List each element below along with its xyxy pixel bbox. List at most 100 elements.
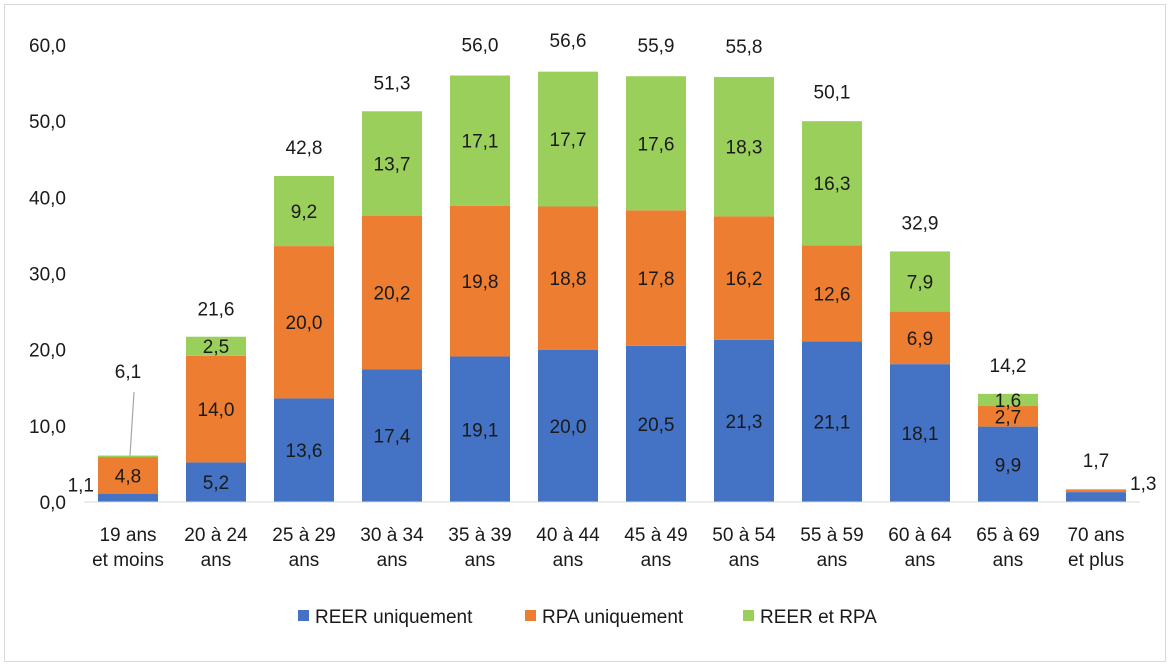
bar-segment xyxy=(978,393,1038,407)
bar-segment xyxy=(626,345,686,502)
x-tick-label: 65 à 69 ans xyxy=(976,525,1039,571)
total-label: 55,9 xyxy=(638,36,675,57)
x-tick-label-line: 19 ans xyxy=(99,525,156,546)
bar-segment xyxy=(274,398,334,502)
bar-segment xyxy=(978,426,1038,502)
data-label: 17,1 xyxy=(462,132,499,153)
bar-segment xyxy=(362,369,422,502)
legend-swatch xyxy=(298,610,309,621)
x-tick-label-line: 70 ans xyxy=(1067,525,1124,546)
x-tick-label-line: ans xyxy=(377,550,408,571)
x-tick-label-line: ans xyxy=(729,550,760,571)
x-tick-label: 35 à 39 ans xyxy=(448,525,511,571)
data-label: 20,0 xyxy=(286,313,323,334)
x-tick-label: 20 à 24 ans xyxy=(184,525,248,571)
bar-segment xyxy=(714,76,774,217)
x-tick-label-line: 25 à 29 xyxy=(272,525,335,546)
x-tick-label: 70 ans et plus xyxy=(1067,525,1124,571)
legend: REER uniquement RPA uniquement REER et RPA xyxy=(298,607,877,628)
bar-segment xyxy=(802,341,862,502)
y-tick-label: 30,0 xyxy=(29,265,66,286)
data-label: 20,5 xyxy=(638,415,675,436)
bar-segment xyxy=(98,493,158,502)
x-tick-label: 30 à 34 ans xyxy=(360,525,424,571)
x-tick-label: 40 à 44 ans xyxy=(536,525,600,571)
bar-segment xyxy=(538,349,598,502)
x-tick-label-line: ans xyxy=(465,550,496,571)
data-label: 19,1 xyxy=(462,420,499,441)
x-tick-label-line: ans xyxy=(289,550,320,571)
data-label: 17,6 xyxy=(638,134,675,155)
y-tick-label: 10,0 xyxy=(29,417,66,438)
y-tick-label: 50,0 xyxy=(29,112,66,133)
y-tick-label: 60,0 xyxy=(29,36,66,57)
x-tick-label-line: ans xyxy=(817,550,848,571)
x-tick-label-line: 20 à 24 xyxy=(184,525,248,546)
leader-line xyxy=(129,391,135,456)
bar-segment xyxy=(274,246,334,399)
data-label: 17,7 xyxy=(550,130,587,151)
bar-segment xyxy=(890,311,950,365)
x-tick-label: 25 à 29 ans xyxy=(272,525,335,571)
bar-segment xyxy=(98,457,158,494)
bar-segment xyxy=(714,216,774,340)
bar-segment xyxy=(890,364,950,502)
x-tick-label: 19 ans et moins xyxy=(92,525,164,571)
total-label: 32,9 xyxy=(902,213,939,234)
bar-segment xyxy=(890,251,950,312)
data-label: 16,2 xyxy=(726,269,763,290)
data-label: 6,9 xyxy=(907,329,933,350)
legend-item: RPA uniquement xyxy=(525,607,684,628)
bar-segment xyxy=(538,71,598,207)
legend-item: REER uniquement xyxy=(298,607,473,628)
legend-swatch xyxy=(525,610,536,621)
data-label: 13,7 xyxy=(374,154,411,175)
bar-segment xyxy=(1066,489,1126,493)
bar-segment xyxy=(538,206,598,350)
x-tick-label-line: 30 à 34 xyxy=(360,525,424,546)
bar-segment xyxy=(362,215,422,370)
bar-segment xyxy=(274,176,334,247)
y-axis: 0,0 10,0 20,0 30,0 40,0 50,0 60,0 xyxy=(29,36,66,514)
data-label: 20,0 xyxy=(550,417,587,438)
total-label: 56,6 xyxy=(550,31,587,52)
total-label: 50,1 xyxy=(814,82,851,103)
x-tick-label-line: ans xyxy=(641,550,672,571)
x-tick-label: 45 à 49 ans xyxy=(624,525,687,571)
data-label: 9,2 xyxy=(291,202,317,223)
data-label: 18,3 xyxy=(726,138,763,159)
legend-swatch xyxy=(743,610,754,621)
x-tick-label-line: 50 à 54 xyxy=(712,525,776,546)
x-tick-label-line: ans xyxy=(201,550,232,571)
x-tick-label-line: 65 à 69 xyxy=(976,525,1039,546)
value-labels: 1,1 5,2 13,6 17,4 19,1 20,0 20,5 21,3 21,1 18,1 9,… xyxy=(68,130,1157,497)
bar-segment xyxy=(450,205,510,357)
x-tick-label-line: ans xyxy=(993,550,1024,571)
x-tick-label-line: 55 à 59 xyxy=(800,525,863,546)
total-label: 21,6 xyxy=(198,299,235,320)
bar-segment xyxy=(186,355,246,463)
data-label: 18,1 xyxy=(902,424,939,445)
bar-segment xyxy=(714,339,774,502)
bar-segment xyxy=(626,210,686,346)
y-tick-label: 20,0 xyxy=(29,341,66,362)
bar-segment xyxy=(626,76,686,211)
bar-segment xyxy=(978,406,1038,427)
data-label: 7,9 xyxy=(907,272,933,293)
bar-segment xyxy=(362,111,422,216)
x-tick-label-line: et plus xyxy=(1068,550,1124,571)
x-tick-label-line: ans xyxy=(905,550,936,571)
x-tick-label-line: 40 à 44 xyxy=(536,525,600,546)
y-tick-label: 40,0 xyxy=(29,188,66,209)
data-label: 16,3 xyxy=(814,174,851,195)
data-label: 14,0 xyxy=(198,400,235,421)
bar-segment xyxy=(1066,489,1126,490)
data-label: 2,7 xyxy=(995,407,1021,428)
data-label: 4,8 xyxy=(115,466,141,487)
bars xyxy=(98,71,1126,502)
bar-segment xyxy=(802,245,862,342)
bar-segment xyxy=(802,121,862,246)
data-label: 18,8 xyxy=(550,269,587,290)
